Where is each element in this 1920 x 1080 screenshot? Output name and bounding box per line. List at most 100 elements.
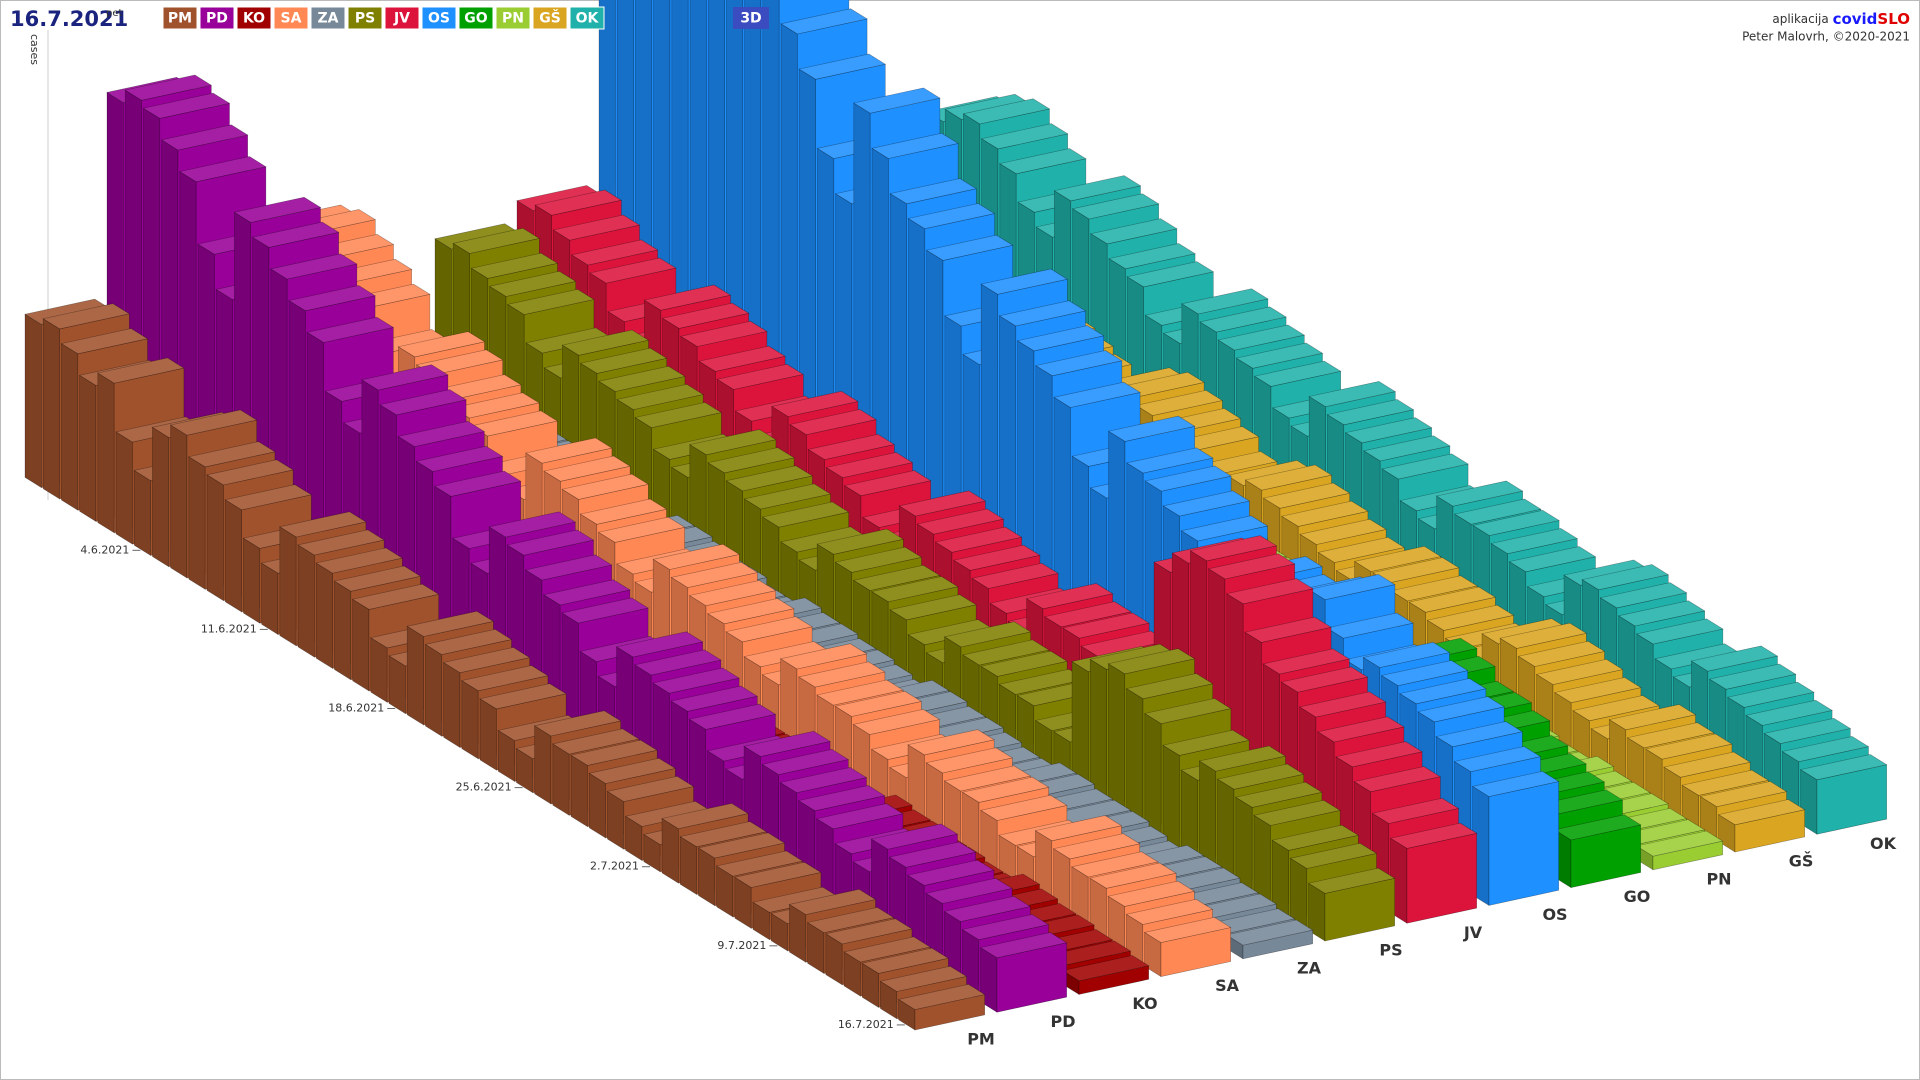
bar-top (907, 203, 996, 230)
bar-side (279, 526, 297, 647)
bar-top (597, 516, 686, 543)
bar-top (1299, 518, 1387, 545)
bar-side (224, 499, 242, 613)
bar-top (1317, 536, 1406, 563)
bar-side (461, 680, 479, 760)
legend-swatch[interactable] (421, 6, 457, 30)
bar-top (1572, 695, 1660, 722)
region-label: JV (1463, 923, 1483, 942)
bar-top (1180, 515, 1269, 542)
bar-top (999, 148, 1087, 175)
bar-top (524, 554, 613, 581)
legend-swatch[interactable] (273, 6, 309, 30)
legend-label[interactable]: ZA (318, 11, 339, 27)
bar-top (1663, 751, 1751, 778)
bar-top (1417, 696, 1505, 723)
legend-swatch[interactable] (569, 6, 605, 30)
legend-label[interactable]: GŠ (539, 9, 561, 27)
bar-top (680, 320, 768, 347)
bar-top (1745, 699, 1833, 726)
legend-swatch[interactable] (162, 6, 198, 30)
y-axis-label: cases (28, 34, 41, 65)
legend-label[interactable]: OK (576, 11, 600, 27)
legend-label[interactable]: JV (393, 11, 410, 27)
bar-top (397, 331, 486, 358)
bar-top (871, 576, 959, 603)
bar-top (1454, 498, 1542, 525)
bar-top (1389, 822, 1478, 849)
bar-top (506, 529, 595, 556)
legend-swatch[interactable] (384, 6, 420, 30)
bar-top (1426, 604, 1515, 631)
bar-top (1298, 691, 1387, 718)
bars (24, 0, 1888, 1031)
bar-top (1199, 306, 1287, 333)
bar-top (543, 579, 631, 606)
region-label: PN (1706, 869, 1731, 888)
legend-label[interactable]: PN (502, 11, 524, 27)
bar-top (1626, 722, 1715, 749)
bar-top (634, 402, 723, 429)
bar-top (1435, 721, 1524, 748)
bar-top (169, 409, 258, 436)
bar-top (1090, 218, 1178, 245)
bar-top (871, 132, 959, 159)
legend-swatch[interactable] (199, 6, 235, 30)
bar-top (889, 594, 977, 621)
labels: 4.6.2021 11.6.2021 18.6.2021 25.6.2021 2.7.2… (80, 543, 1896, 1048)
bar-side (570, 754, 588, 828)
bar-top (589, 257, 677, 284)
region-label: PS (1379, 941, 1402, 960)
bar-top (1235, 342, 1324, 369)
bar-top (1071, 851, 1159, 878)
bar-top (570, 239, 659, 266)
bar-top (1225, 919, 1314, 946)
legend-swatch[interactable] (458, 6, 494, 30)
bar-top (853, 87, 941, 114)
legend-swatch[interactable] (347, 6, 383, 30)
bar-top (379, 389, 467, 416)
legend-label[interactable]: PD (206, 11, 228, 27)
bar-top (1280, 666, 1369, 693)
bar-top (962, 98, 1051, 125)
legend-swatch[interactable] (495, 6, 531, 30)
bar-top (707, 598, 795, 625)
legend-swatch[interactable] (236, 6, 272, 30)
bar-top (1554, 677, 1642, 704)
bar-top (1645, 733, 1733, 760)
legend-label[interactable]: KO (243, 11, 265, 27)
legend-label[interactable]: OS (428, 11, 450, 27)
legend-swatch[interactable] (310, 6, 346, 30)
legend-label[interactable]: PM (168, 11, 192, 27)
bar-top (461, 665, 549, 692)
bar-top (397, 420, 486, 447)
bar-top (361, 364, 449, 391)
bar-top (1317, 716, 1405, 743)
mode-button-label[interactable]: 3D (740, 11, 761, 27)
region-label: KO (1132, 994, 1157, 1013)
bar-top (980, 650, 1068, 677)
bar-top (1107, 648, 1196, 675)
legend-label[interactable]: SA (281, 11, 302, 27)
brand-1: covid (1833, 10, 1878, 28)
bar-top (834, 690, 923, 717)
date-title: 16.7.2021 (10, 7, 128, 31)
bar-top (943, 621, 1032, 648)
mode-button[interactable] (733, 7, 769, 29)
bar-top (1016, 325, 1105, 352)
bar-top (415, 445, 504, 472)
bar (897, 983, 986, 1031)
bar-top (925, 234, 1014, 261)
bar-top (779, 643, 868, 670)
bar-top (1308, 574, 1396, 601)
legend-label[interactable]: PS (355, 11, 375, 27)
legend-swatch[interactable] (532, 6, 568, 30)
bar-top (579, 498, 668, 525)
date-label: 9.7.2021 (717, 939, 766, 952)
bar-top (834, 546, 923, 573)
bar-top (306, 316, 395, 343)
bar-top (1490, 528, 1579, 555)
bar-top (579, 347, 668, 374)
legend-label[interactable]: GO (464, 11, 487, 27)
